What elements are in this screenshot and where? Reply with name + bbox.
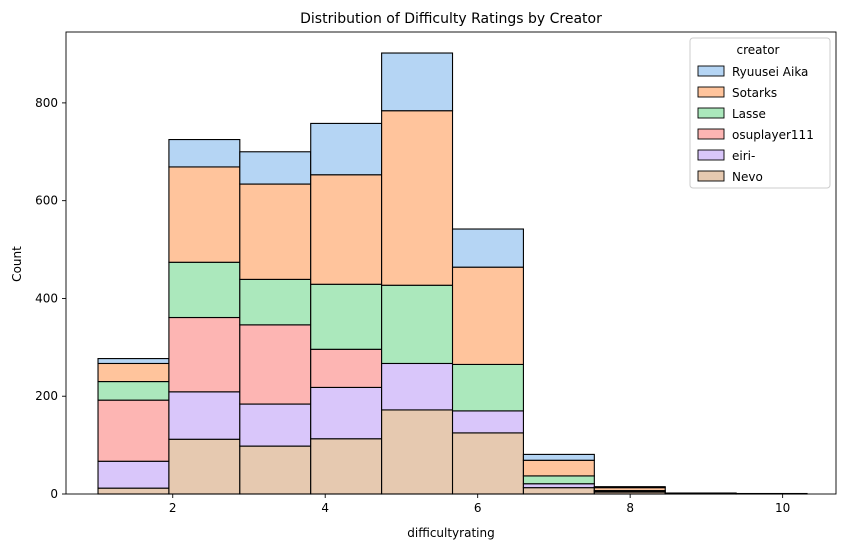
legend-box xyxy=(689,37,831,189)
bar-segment xyxy=(97,487,170,495)
bar-segment xyxy=(451,363,524,412)
x-ticks: 2 4 6 8 10 xyxy=(169,494,790,515)
bar-segment xyxy=(451,410,524,434)
legend-entry-label: Ryuusei Aika xyxy=(732,65,808,79)
axes-frame xyxy=(65,31,837,495)
legend-entry-label: Lasse xyxy=(732,107,766,121)
legend-entry-label: Nevo xyxy=(732,170,763,184)
y-tick-label: 400 xyxy=(35,291,58,305)
legend-swatch xyxy=(697,128,725,140)
x-tick-label: 4 xyxy=(321,501,329,515)
bar-segment xyxy=(310,174,383,285)
bar-segment xyxy=(451,432,524,495)
legend-title: creator xyxy=(737,43,780,57)
bar-segment xyxy=(97,381,170,401)
bar-segment xyxy=(97,460,170,489)
legend-swatch xyxy=(697,170,725,182)
bar-segment xyxy=(381,362,454,411)
bar-segment xyxy=(381,409,454,495)
bar-segment xyxy=(310,122,383,176)
bar-segment xyxy=(522,475,595,485)
legend-swatch xyxy=(697,107,725,119)
legend-swatch xyxy=(697,65,725,77)
y-tick-label: 0 xyxy=(50,487,58,501)
bar-segment xyxy=(168,139,241,168)
legend-entry-label: osuplayer111 xyxy=(732,128,814,142)
bar-segment xyxy=(310,348,383,388)
bar-segment xyxy=(168,391,241,440)
bar-segment xyxy=(97,362,170,383)
legend-swatch xyxy=(697,86,725,98)
bar-segment xyxy=(522,483,595,489)
bar-segment xyxy=(381,52,454,112)
bars-layer xyxy=(97,52,808,495)
bar-segment xyxy=(239,324,312,405)
x-tick-label: 6 xyxy=(474,501,482,515)
bar-segment xyxy=(239,183,312,280)
bar-segment xyxy=(451,228,524,268)
legend-entry-label: Sotarks xyxy=(732,86,777,100)
legend: creator Ryuusei Aika Sotarks Lasse osuplayer… xyxy=(689,37,831,189)
bar-segment xyxy=(239,278,312,326)
x-axis-label: difficultyrating xyxy=(407,526,494,540)
y-ticks: 0 200 400 600 800 xyxy=(35,96,66,501)
y-tick-label: 600 xyxy=(35,194,58,208)
x-tick-label: 2 xyxy=(169,501,177,515)
bar-segment xyxy=(239,151,312,185)
bar-segment xyxy=(522,459,595,477)
bar-segment xyxy=(381,284,454,365)
bar-segment xyxy=(451,266,524,365)
y-tick-label: 200 xyxy=(35,389,58,403)
y-axis-label: Count xyxy=(10,246,24,282)
bar-segment xyxy=(381,110,454,286)
y-tick-label: 800 xyxy=(35,96,58,110)
bar-segment xyxy=(168,166,241,263)
bar-segment xyxy=(310,438,383,495)
bar-segment xyxy=(522,487,595,495)
x-tick-label: 8 xyxy=(626,501,634,515)
bar-segment xyxy=(310,283,383,350)
bar-segment xyxy=(239,445,312,495)
bar-segment xyxy=(593,486,666,489)
x-tick-label: 10 xyxy=(775,501,790,515)
bar-segment xyxy=(310,386,383,440)
bar-segment xyxy=(97,358,170,365)
bar-segment xyxy=(168,438,241,495)
bar-segment xyxy=(168,316,241,393)
bar-segment xyxy=(239,403,312,447)
bar-segment xyxy=(97,399,170,462)
chart-title: Distribution of Difficulty Ratings by Cr… xyxy=(300,11,602,27)
bar-segment xyxy=(168,261,241,319)
bar-segment xyxy=(522,453,595,461)
legend-entry-label: eiri- xyxy=(732,149,755,163)
plot-area-border xyxy=(65,31,837,495)
legend-swatch xyxy=(697,149,725,161)
